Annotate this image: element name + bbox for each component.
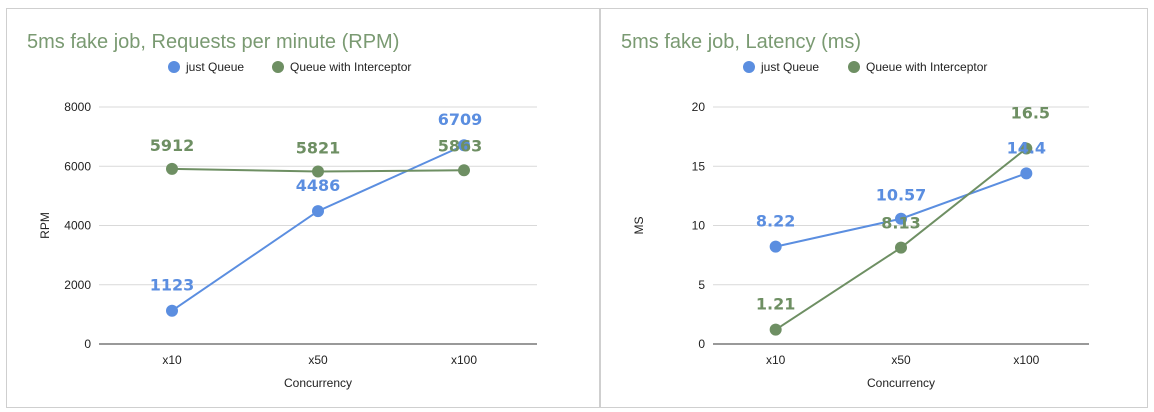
y-tick-label: 2000 [64, 278, 91, 292]
y-axis-title: MS [632, 217, 646, 235]
data-point-1-2 [1020, 142, 1033, 155]
data-label-0-1: 10.57 [876, 186, 927, 205]
legend-label-1: Queue with Interceptor [290, 60, 411, 74]
legend-label-0: just Queue [760, 60, 819, 74]
legend-label-1: Queue with Interceptor [866, 60, 987, 74]
rpm-chart-panel: 5ms fake job, Requests per minute (RPM) j… [6, 8, 600, 408]
x-tick-label: x100 [1013, 353, 1039, 367]
x-tick-label: x10 [766, 353, 786, 367]
latency-chart: 5ms fake job, Latency (ms) just Queue Queu… [621, 31, 1089, 390]
data-label-0-1: 4486 [296, 176, 341, 195]
data-point-0-2 [458, 139, 470, 152]
data-label-0-0: 1123 [150, 276, 195, 295]
y-tick-label: 10 [692, 219, 706, 233]
y-tick-label: 5 [698, 278, 705, 292]
x-tick-label: x50 [891, 353, 911, 367]
y-tick-label: 15 [692, 159, 706, 173]
legend-marker-0 [168, 61, 180, 73]
data-label-1-2: 16.5 [1011, 103, 1050, 122]
data-label-1-0: 5912 [150, 136, 195, 155]
x-tick-label: x10 [162, 353, 182, 367]
data-point-0-1 [895, 212, 907, 225]
data-point-1-1 [895, 241, 907, 254]
y-tick-label: 0 [84, 337, 91, 351]
x-tick-label: x100 [451, 353, 477, 367]
data-label-1-0: 1.21 [756, 295, 795, 314]
y-tick-label: 0 [698, 337, 705, 351]
legend-marker-1 [848, 61, 860, 73]
data-point-1-1 [312, 165, 324, 178]
series-line-0 [775, 172, 1027, 248]
data-point-0-0 [769, 240, 782, 253]
data-label-0-2: 14.4 [1007, 138, 1046, 157]
x-axis-title: Concurrency [867, 376, 935, 390]
data-label-1-1: 8.13 [881, 214, 920, 233]
y-tick-label: 6000 [64, 159, 91, 173]
data-point-1-0 [166, 162, 178, 175]
data-point-1-2 [458, 164, 470, 177]
chart-title: 5ms fake job, Requests per minute (RPM) [27, 31, 399, 53]
data-point-0-0 [166, 304, 178, 317]
data-point-1-0 [769, 323, 782, 336]
data-label-1-1: 5821 [296, 139, 341, 158]
data-point-0-2 [1020, 167, 1033, 180]
chart-title: 5ms fake job, Latency (ms) [621, 31, 861, 53]
y-tick-label: 4000 [64, 219, 91, 233]
rpm-chart: 5ms fake job, Requests per minute (RPM) j… [27, 31, 537, 390]
legend-marker-0 [743, 61, 755, 73]
data-label-1-2: 5863 [438, 136, 483, 155]
data-point-0-1 [312, 205, 324, 218]
x-tick-label: x50 [308, 353, 328, 367]
legend-label-0: just Queue [185, 60, 244, 74]
y-tick-label: 8000 [64, 100, 91, 114]
y-axis-title: RPM [38, 212, 52, 239]
latency-chart-panel: 5ms fake job, Latency (ms) just Queue Queu… [600, 8, 1148, 408]
data-label-0-2: 6709 [438, 110, 483, 129]
legend-marker-1 [272, 61, 284, 73]
data-label-0-0: 8.22 [756, 212, 795, 231]
y-tick-label: 20 [692, 100, 706, 114]
x-axis-title: Concurrency [284, 376, 352, 390]
